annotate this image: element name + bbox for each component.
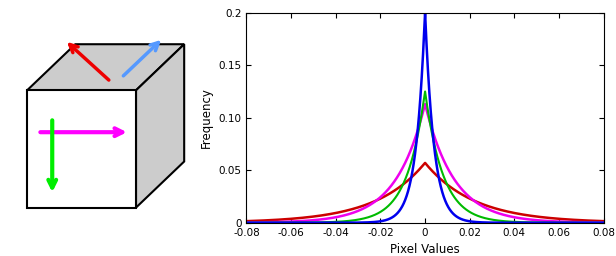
X-axis label: Pixel Values: Pixel Values xyxy=(390,243,460,256)
Polygon shape xyxy=(136,44,184,208)
Polygon shape xyxy=(27,44,184,90)
Polygon shape xyxy=(27,90,136,208)
Y-axis label: Frequency: Frequency xyxy=(200,87,213,148)
